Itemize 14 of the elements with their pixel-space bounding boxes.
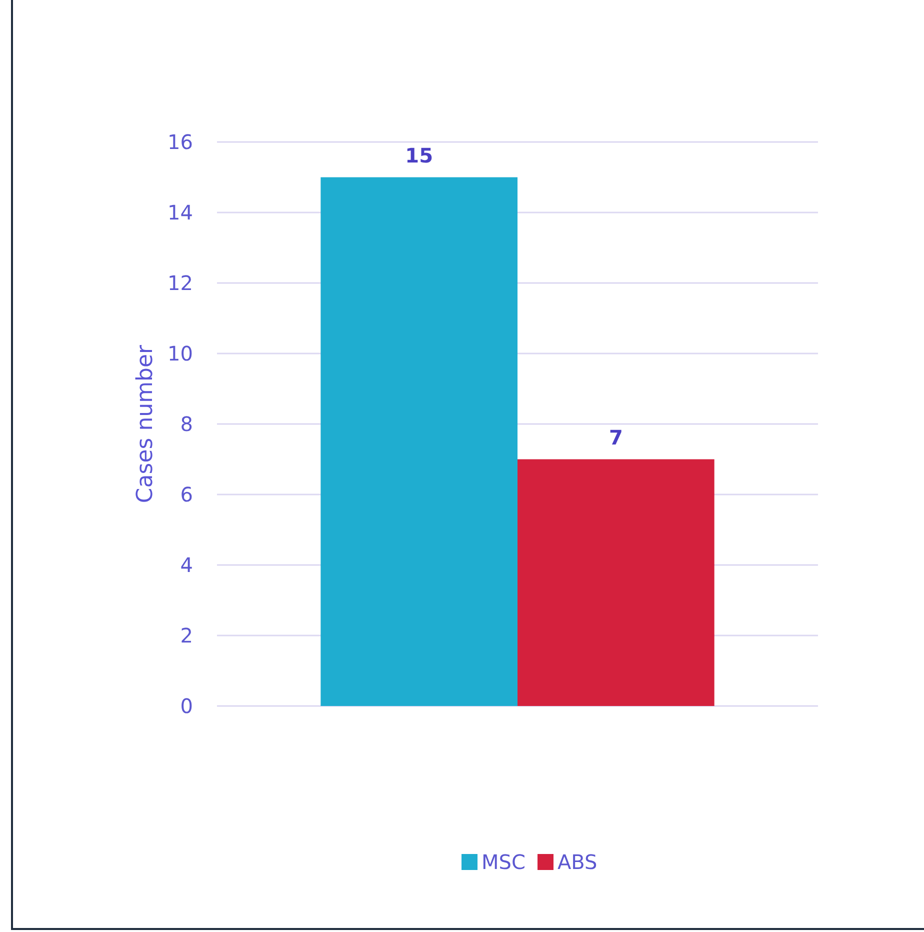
y-tick-label: 14 — [168, 200, 193, 224]
y-tick-label: 10 — [168, 342, 193, 366]
y-tick-label: 8 — [180, 412, 193, 436]
data-label: 7 — [608, 425, 623, 450]
data-label: 15 — [405, 143, 434, 168]
y-tick-label: 2 — [180, 624, 193, 648]
y-tick-label: 12 — [168, 271, 193, 295]
y-tick-label: 4 — [180, 553, 193, 577]
y-tick-label: 6 — [180, 482, 193, 506]
y-tick-label: 0 — [180, 694, 193, 718]
legend-label: MSC — [482, 850, 526, 874]
legend-label: ABS — [558, 850, 598, 874]
y-tick-label: 16 — [168, 130, 193, 154]
y-axis-title: Cases number — [133, 344, 158, 504]
